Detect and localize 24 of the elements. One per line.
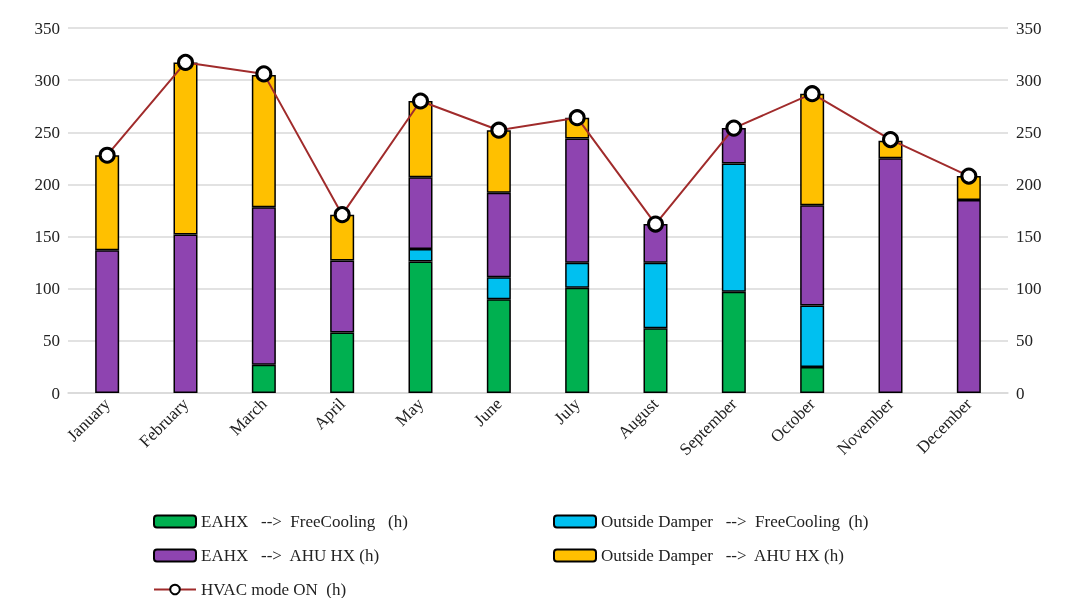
y2-tick-label: 150 xyxy=(1016,227,1042,247)
y2-tick-label: 100 xyxy=(1016,279,1042,299)
y2-tick-label: 200 xyxy=(1016,174,1042,194)
y-tick-label: 200 xyxy=(34,174,60,194)
x-tick-label: May xyxy=(391,393,428,430)
x-tick-label: July xyxy=(550,393,585,428)
y2-tick-label: 50 xyxy=(1016,331,1033,351)
y-tick-label: 300 xyxy=(34,70,60,90)
legend-label: EAHX --> FreeCooling (h) xyxy=(201,512,408,531)
y-tick-label: 150 xyxy=(34,227,60,247)
legend-label: Outside Damper --> FreeCooling (h) xyxy=(601,512,869,531)
y2-tick-label: 300 xyxy=(1016,70,1042,90)
legend-label: EAHX --> AHU HX (h) xyxy=(201,546,380,565)
y2-tick-label: 350 xyxy=(1016,18,1042,38)
y-tick-label: 250 xyxy=(34,122,60,142)
x-tick-label: June xyxy=(470,394,506,430)
legend-label: Outside Damper --> AHU HX (h) xyxy=(601,546,844,565)
y-tick-label: 350 xyxy=(34,18,60,38)
legend-label: HVAC mode ON (h) xyxy=(201,580,347,599)
y-tick-label: 0 xyxy=(51,383,60,403)
y2-tick-label: 250 xyxy=(1016,122,1042,142)
y2-tick-label: 0 xyxy=(1016,383,1025,403)
y-tick-label: 50 xyxy=(43,331,60,351)
y-tick-label: 100 xyxy=(34,279,60,299)
